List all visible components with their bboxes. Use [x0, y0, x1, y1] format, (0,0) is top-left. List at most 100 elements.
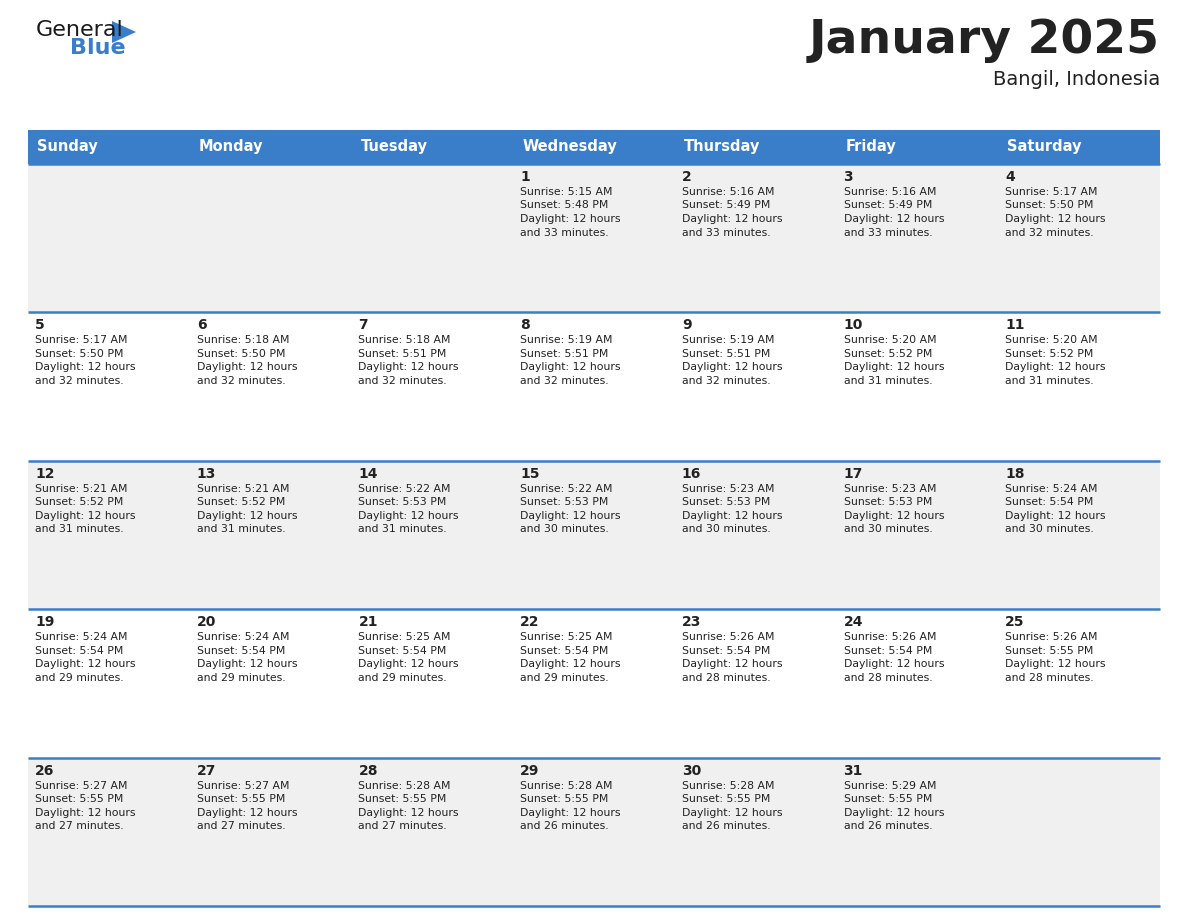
Text: Sunset: 5:52 PM: Sunset: 5:52 PM [843, 349, 931, 359]
Bar [29, 461, 1159, 610]
Text: Daylight: 12 hours: Daylight: 12 hours [34, 363, 135, 373]
Text: Daylight: 12 hours: Daylight: 12 hours [1005, 363, 1106, 373]
Bar [675, 130, 836, 164]
Bar [998, 130, 1159, 164]
Text: and 32 minutes.: and 32 minutes. [682, 375, 771, 386]
Text: Bangil, Indonesia: Bangil, Indonesia [993, 70, 1159, 89]
Text: Daylight: 12 hours: Daylight: 12 hours [1005, 510, 1106, 521]
Bar [29, 610, 1159, 757]
Text: 15: 15 [520, 466, 539, 481]
Text: and 32 minutes.: and 32 minutes. [520, 375, 608, 386]
Text: Sunset: 5:53 PM: Sunset: 5:53 PM [682, 498, 770, 508]
Text: 5: 5 [34, 319, 45, 332]
Text: Sunrise: 5:28 AM: Sunrise: 5:28 AM [520, 780, 613, 790]
Text: 2: 2 [682, 170, 691, 184]
Text: Sunrise: 5:26 AM: Sunrise: 5:26 AM [1005, 633, 1098, 643]
Text: Sunrise: 5:16 AM: Sunrise: 5:16 AM [682, 187, 775, 197]
Text: Sunset: 5:53 PM: Sunset: 5:53 PM [843, 498, 931, 508]
Text: Sunrise: 5:23 AM: Sunrise: 5:23 AM [682, 484, 775, 494]
Text: 26: 26 [34, 764, 55, 778]
Text: Daylight: 12 hours: Daylight: 12 hours [682, 363, 783, 373]
Text: Sunset: 5:51 PM: Sunset: 5:51 PM [359, 349, 447, 359]
Text: Friday: Friday [846, 140, 896, 154]
Text: 16: 16 [682, 466, 701, 481]
Text: and 31 minutes.: and 31 minutes. [1005, 375, 1094, 386]
Text: 30: 30 [682, 764, 701, 778]
Text: 24: 24 [843, 615, 862, 629]
Text: Daylight: 12 hours: Daylight: 12 hours [359, 363, 459, 373]
Text: 23: 23 [682, 615, 701, 629]
Text: Sunrise: 5:26 AM: Sunrise: 5:26 AM [843, 633, 936, 643]
Text: General: General [36, 20, 124, 40]
Bar [29, 312, 1159, 461]
Text: 14: 14 [359, 466, 378, 481]
Text: 25: 25 [1005, 615, 1025, 629]
Text: Sunset: 5:48 PM: Sunset: 5:48 PM [520, 200, 608, 210]
Text: Saturday: Saturday [1007, 140, 1082, 154]
Text: Sunset: 5:55 PM: Sunset: 5:55 PM [197, 794, 285, 804]
Text: and 28 minutes.: and 28 minutes. [843, 673, 933, 683]
Text: and 29 minutes.: and 29 minutes. [520, 673, 608, 683]
Text: 11: 11 [1005, 319, 1025, 332]
Text: 21: 21 [359, 615, 378, 629]
Text: 6: 6 [197, 319, 207, 332]
Text: Blue: Blue [70, 38, 126, 58]
Text: Sunset: 5:51 PM: Sunset: 5:51 PM [520, 349, 608, 359]
Text: 18: 18 [1005, 466, 1025, 481]
Text: Sunrise: 5:19 AM: Sunrise: 5:19 AM [520, 335, 613, 345]
Bar [190, 130, 352, 164]
Text: Daylight: 12 hours: Daylight: 12 hours [682, 659, 783, 669]
Text: Daylight: 12 hours: Daylight: 12 hours [197, 808, 297, 818]
Text: Sunrise: 5:27 AM: Sunrise: 5:27 AM [197, 780, 289, 790]
Text: Sunrise: 5:16 AM: Sunrise: 5:16 AM [843, 187, 936, 197]
Text: and 32 minutes.: and 32 minutes. [359, 375, 447, 386]
Text: and 30 minutes.: and 30 minutes. [682, 524, 771, 534]
Text: Daylight: 12 hours: Daylight: 12 hours [1005, 659, 1106, 669]
Text: Sunrise: 5:28 AM: Sunrise: 5:28 AM [359, 780, 451, 790]
Text: Sunset: 5:54 PM: Sunset: 5:54 PM [34, 645, 124, 655]
Text: and 30 minutes.: and 30 minutes. [520, 524, 609, 534]
Text: Daylight: 12 hours: Daylight: 12 hours [520, 659, 620, 669]
Text: 31: 31 [843, 764, 862, 778]
Text: Sunset: 5:55 PM: Sunset: 5:55 PM [520, 794, 608, 804]
Text: and 33 minutes.: and 33 minutes. [520, 228, 608, 238]
Text: Sunrise: 5:25 AM: Sunrise: 5:25 AM [359, 633, 451, 643]
Text: Daylight: 12 hours: Daylight: 12 hours [1005, 214, 1106, 224]
Text: 10: 10 [843, 319, 862, 332]
Text: Daylight: 12 hours: Daylight: 12 hours [520, 808, 620, 818]
Text: Sunrise: 5:21 AM: Sunrise: 5:21 AM [34, 484, 127, 494]
Text: Daylight: 12 hours: Daylight: 12 hours [682, 214, 783, 224]
Text: Daylight: 12 hours: Daylight: 12 hours [34, 659, 135, 669]
Text: Daylight: 12 hours: Daylight: 12 hours [843, 363, 944, 373]
Text: Daylight: 12 hours: Daylight: 12 hours [359, 808, 459, 818]
Text: Sunrise: 5:27 AM: Sunrise: 5:27 AM [34, 780, 127, 790]
Text: 13: 13 [197, 466, 216, 481]
Text: 19: 19 [34, 615, 55, 629]
Text: Sunset: 5:53 PM: Sunset: 5:53 PM [359, 498, 447, 508]
Text: and 32 minutes.: and 32 minutes. [1005, 228, 1094, 238]
Text: Sunrise: 5:22 AM: Sunrise: 5:22 AM [520, 484, 613, 494]
Text: Sunrise: 5:24 AM: Sunrise: 5:24 AM [197, 633, 289, 643]
Text: January 2025: January 2025 [809, 18, 1159, 63]
Text: Tuesday: Tuesday [360, 140, 428, 154]
Text: Sunrise: 5:28 AM: Sunrise: 5:28 AM [682, 780, 775, 790]
Text: Sunrise: 5:18 AM: Sunrise: 5:18 AM [197, 335, 289, 345]
Text: Daylight: 12 hours: Daylight: 12 hours [843, 659, 944, 669]
Text: Sunrise: 5:29 AM: Sunrise: 5:29 AM [843, 780, 936, 790]
Text: 27: 27 [197, 764, 216, 778]
Text: 1: 1 [520, 170, 530, 184]
Text: and 27 minutes.: and 27 minutes. [197, 821, 285, 831]
Bar [29, 130, 190, 164]
Text: Sunset: 5:55 PM: Sunset: 5:55 PM [359, 794, 447, 804]
Text: 3: 3 [843, 170, 853, 184]
Text: and 32 minutes.: and 32 minutes. [197, 375, 285, 386]
Text: Monday: Monday [198, 140, 264, 154]
Text: Daylight: 12 hours: Daylight: 12 hours [682, 510, 783, 521]
Text: Daylight: 12 hours: Daylight: 12 hours [359, 510, 459, 521]
Text: Sunrise: 5:23 AM: Sunrise: 5:23 AM [843, 484, 936, 494]
Bar [513, 130, 675, 164]
Text: Sunrise: 5:20 AM: Sunrise: 5:20 AM [1005, 335, 1098, 345]
Text: Daylight: 12 hours: Daylight: 12 hours [520, 363, 620, 373]
Text: Daylight: 12 hours: Daylight: 12 hours [843, 214, 944, 224]
Text: 22: 22 [520, 615, 539, 629]
